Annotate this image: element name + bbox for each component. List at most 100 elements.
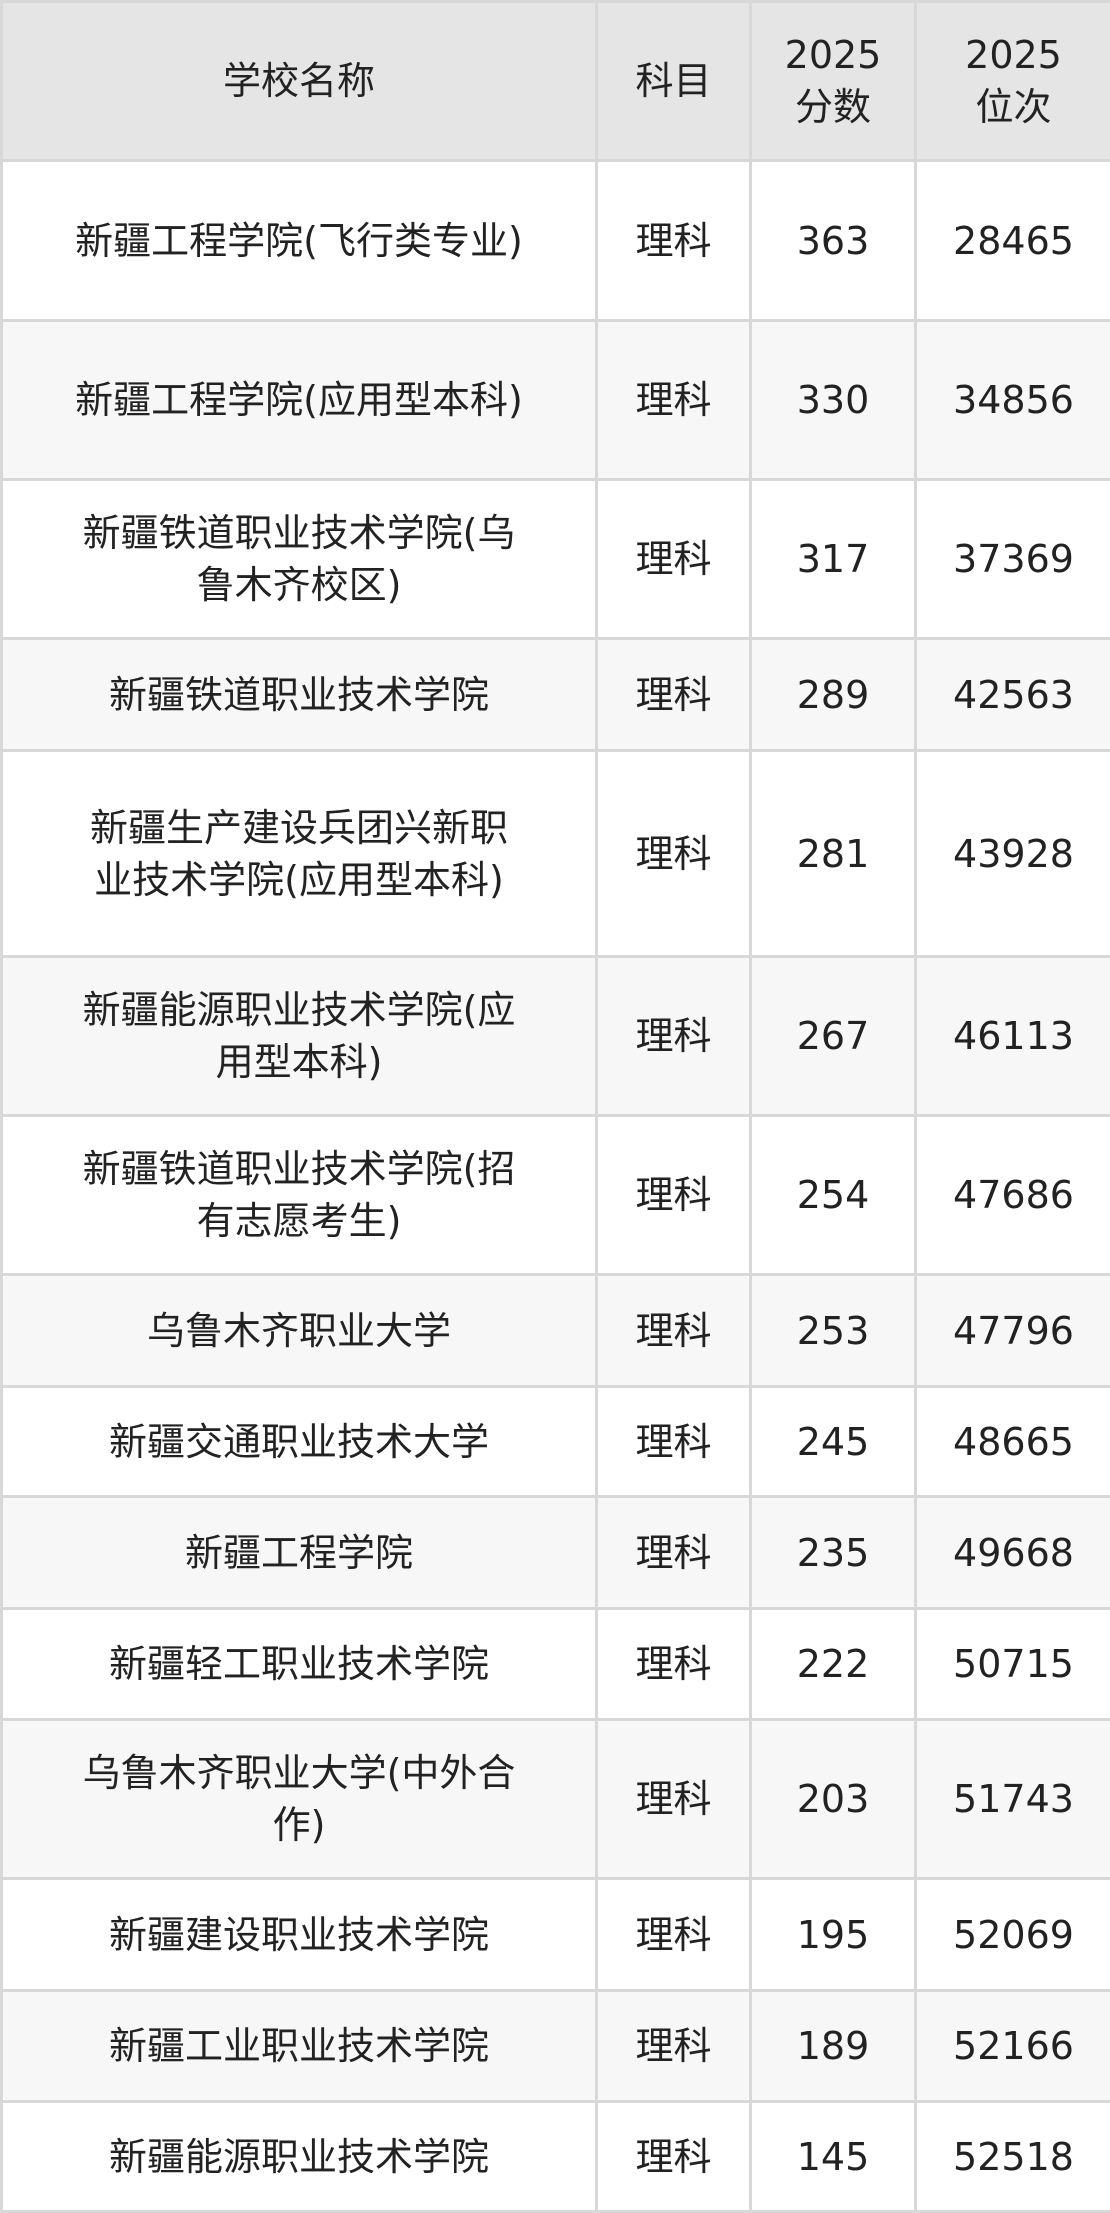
rank-cell: 51743 [916, 1720, 1110, 1879]
header-text: 学校名称 [223, 59, 375, 103]
rank-cell: 34856 [916, 321, 1110, 480]
subject-cell: 理科 [597, 321, 751, 480]
rank-cell: 47686 [916, 1116, 1110, 1275]
rank-cell-text: 52166 [917, 2020, 1110, 2072]
school-name-cell-text: 新疆能源职业技术学院(应用型本科) [3, 984, 595, 1088]
subject-cell-text: 理科 [598, 2131, 749, 2183]
subject-cell-text: 理科 [598, 828, 749, 880]
score-cell: 203 [751, 1720, 916, 1879]
subject-cell-text: 理科 [598, 669, 749, 721]
subject-cell: 理科 [597, 1720, 751, 1879]
subject-cell: 理科 [597, 639, 751, 751]
rank-cell-text: 51743 [917, 1773, 1110, 1825]
score-cell: 281 [751, 751, 916, 957]
school-name-cell-text: 新疆铁道职业技术学院 [3, 669, 595, 721]
header-text: 位次 [975, 85, 1051, 129]
rank-cell-text: 37369 [917, 533, 1110, 585]
score-cell-text: 289 [752, 669, 914, 721]
score-cell-text: 330 [752, 374, 914, 426]
subject-cell: 理科 [597, 2102, 751, 2212]
score-cell: 245 [751, 1387, 916, 1497]
header-text: 2025 [785, 33, 882, 77]
rank-cell: 52518 [916, 2102, 1110, 2212]
school-name-cell-text: 乌鲁木齐职业大学(中外合作) [3, 1747, 595, 1851]
score-cell: 195 [751, 1879, 916, 1991]
header-subject: 科目 [597, 2, 751, 161]
rank-cell: 37369 [916, 480, 1110, 639]
score-cell: 189 [751, 1991, 916, 2102]
rank-cell-text: 42563 [917, 669, 1110, 721]
school-name-cell: 新疆轻工职业技术学院 [2, 1609, 597, 1720]
rank-cell: 49668 [916, 1497, 1110, 1609]
score-cell-text: 254 [752, 1169, 914, 1221]
subject-cell-text: 理科 [598, 533, 749, 585]
school-name-cell: 新疆建设职业技术学院 [2, 1879, 597, 1991]
subject-cell: 理科 [597, 1991, 751, 2102]
school-name-cell: 新疆生产建设兵团兴新职业技术学院(应用型本科) [2, 751, 597, 957]
subject-cell-text: 理科 [598, 1169, 749, 1221]
rank-cell: 52069 [916, 1879, 1110, 1991]
score-cell-text: 195 [752, 1909, 914, 1961]
score-cell: 330 [751, 321, 916, 480]
school-name-cell: 乌鲁木齐职业大学(中外合作) [2, 1720, 597, 1879]
score-cell-text: 267 [752, 1010, 914, 1062]
subject-cell-text: 理科 [598, 1305, 749, 1357]
school-name-cell-text: 新疆工程学院(飞行类专业) [3, 215, 595, 267]
score-cell: 267 [751, 957, 916, 1116]
subject-cell-text: 理科 [598, 215, 749, 267]
rank-cell: 52166 [916, 1991, 1110, 2102]
score-cell-text: 145 [752, 2131, 914, 2183]
rank-cell: 48665 [916, 1387, 1110, 1497]
school-name-cell-text: 新疆工程学院(应用型本科) [3, 374, 595, 426]
school-name-cell-text: 新疆工业职业技术学院 [3, 2020, 595, 2072]
score-cell: 235 [751, 1497, 916, 1609]
rank-cell: 47796 [916, 1275, 1110, 1387]
rank-cell-text: 52518 [917, 2131, 1110, 2183]
rank-cell-text: 47796 [917, 1305, 1110, 1357]
score-cell-text: 245 [752, 1416, 914, 1468]
subject-cell: 理科 [597, 1497, 751, 1609]
subject-cell: 理科 [597, 1116, 751, 1275]
rank-cell: 28465 [916, 161, 1110, 321]
score-cell-text: 203 [752, 1773, 914, 1825]
score-cell: 363 [751, 161, 916, 321]
school-name-cell: 新疆能源职业技术学院 [2, 2102, 597, 2212]
school-name-cell-text: 新疆建设职业技术学院 [3, 1909, 595, 1961]
subject-cell-text: 理科 [598, 374, 749, 426]
header-text: 2025 [965, 33, 1062, 77]
school-name-cell: 新疆工程学院(飞行类专业) [2, 161, 597, 321]
school-name-cell: 新疆工程学院(应用型本科) [2, 321, 597, 480]
rank-cell-text: 43928 [917, 828, 1110, 880]
school-name-cell: 新疆能源职业技术学院(应用型本科) [2, 957, 597, 1116]
subject-cell: 理科 [597, 1879, 751, 1991]
school-name-cell-text: 新疆轻工职业技术学院 [3, 1638, 595, 1690]
subject-cell: 理科 [597, 957, 751, 1116]
school-name-cell-text: 新疆交通职业技术大学 [3, 1416, 595, 1468]
score-cell: 222 [751, 1609, 916, 1720]
header-rank: 2025 位次 [916, 2, 1110, 161]
header-text: 科目 [635, 59, 711, 103]
rank-cell-text: 52069 [917, 1909, 1110, 1961]
score-cell-text: 253 [752, 1305, 914, 1357]
school-name-cell-text: 新疆能源职业技术学院 [3, 2131, 595, 2183]
score-cell-text: 281 [752, 828, 914, 880]
subject-cell: 理科 [597, 480, 751, 639]
school-name-cell: 乌鲁木齐职业大学 [2, 1275, 597, 1387]
score-cell-text: 363 [752, 215, 914, 267]
school-name-cell: 新疆工业职业技术学院 [2, 1991, 597, 2102]
school-name-cell-text: 新疆铁道职业技术学院(招有志愿考生) [3, 1143, 595, 1247]
